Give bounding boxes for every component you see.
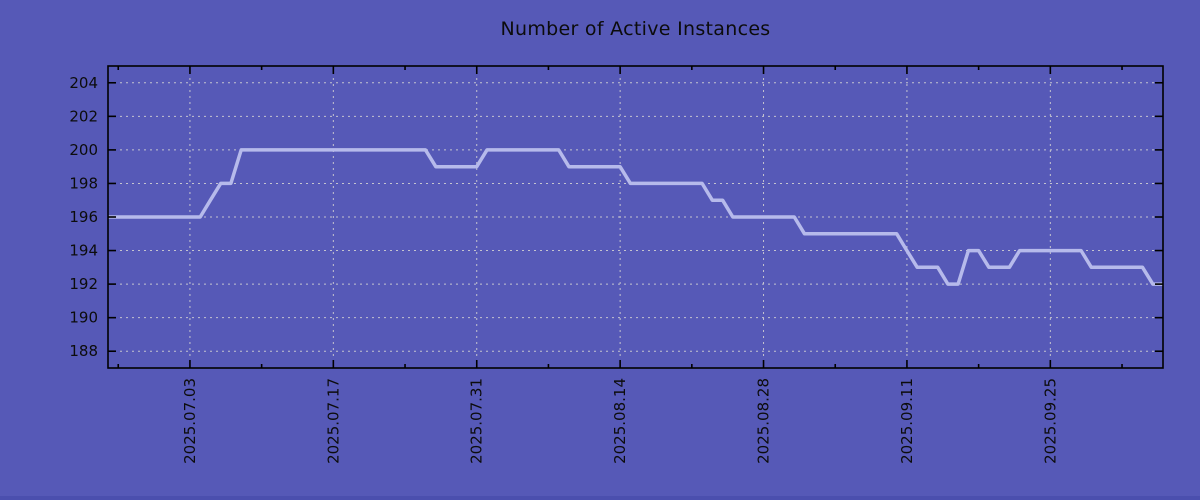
x-tick-label: 2025.09.25 bbox=[1041, 378, 1059, 464]
y-tick-label: 196 bbox=[69, 208, 98, 226]
y-tick-label: 198 bbox=[69, 174, 98, 192]
chart-title: Number of Active Instances bbox=[500, 18, 771, 40]
x-tick-label: 2025.07.17 bbox=[324, 378, 342, 464]
y-tick-label: 190 bbox=[69, 309, 98, 327]
plot-border bbox=[107, 65, 1164, 369]
window-bottom-edge bbox=[0, 496, 1200, 500]
y-tick-label: 194 bbox=[69, 242, 98, 260]
x-tick-label: 2025.07.31 bbox=[468, 378, 486, 464]
x-tick-label: 2025.07.03 bbox=[181, 378, 199, 464]
x-tick-label: 2025.09.11 bbox=[898, 378, 916, 464]
y-tick-label: 204 bbox=[69, 74, 98, 92]
y-tick-label: 192 bbox=[69, 275, 98, 293]
data-line-active-instances bbox=[108, 148, 1163, 286]
x-tick-label: 2025.08.28 bbox=[755, 378, 773, 464]
y-tick-label: 188 bbox=[69, 342, 98, 360]
y-tick-label: 200 bbox=[69, 141, 98, 159]
y-tick-label: 202 bbox=[69, 107, 98, 125]
x-tick-label: 2025.08.14 bbox=[611, 378, 629, 464]
